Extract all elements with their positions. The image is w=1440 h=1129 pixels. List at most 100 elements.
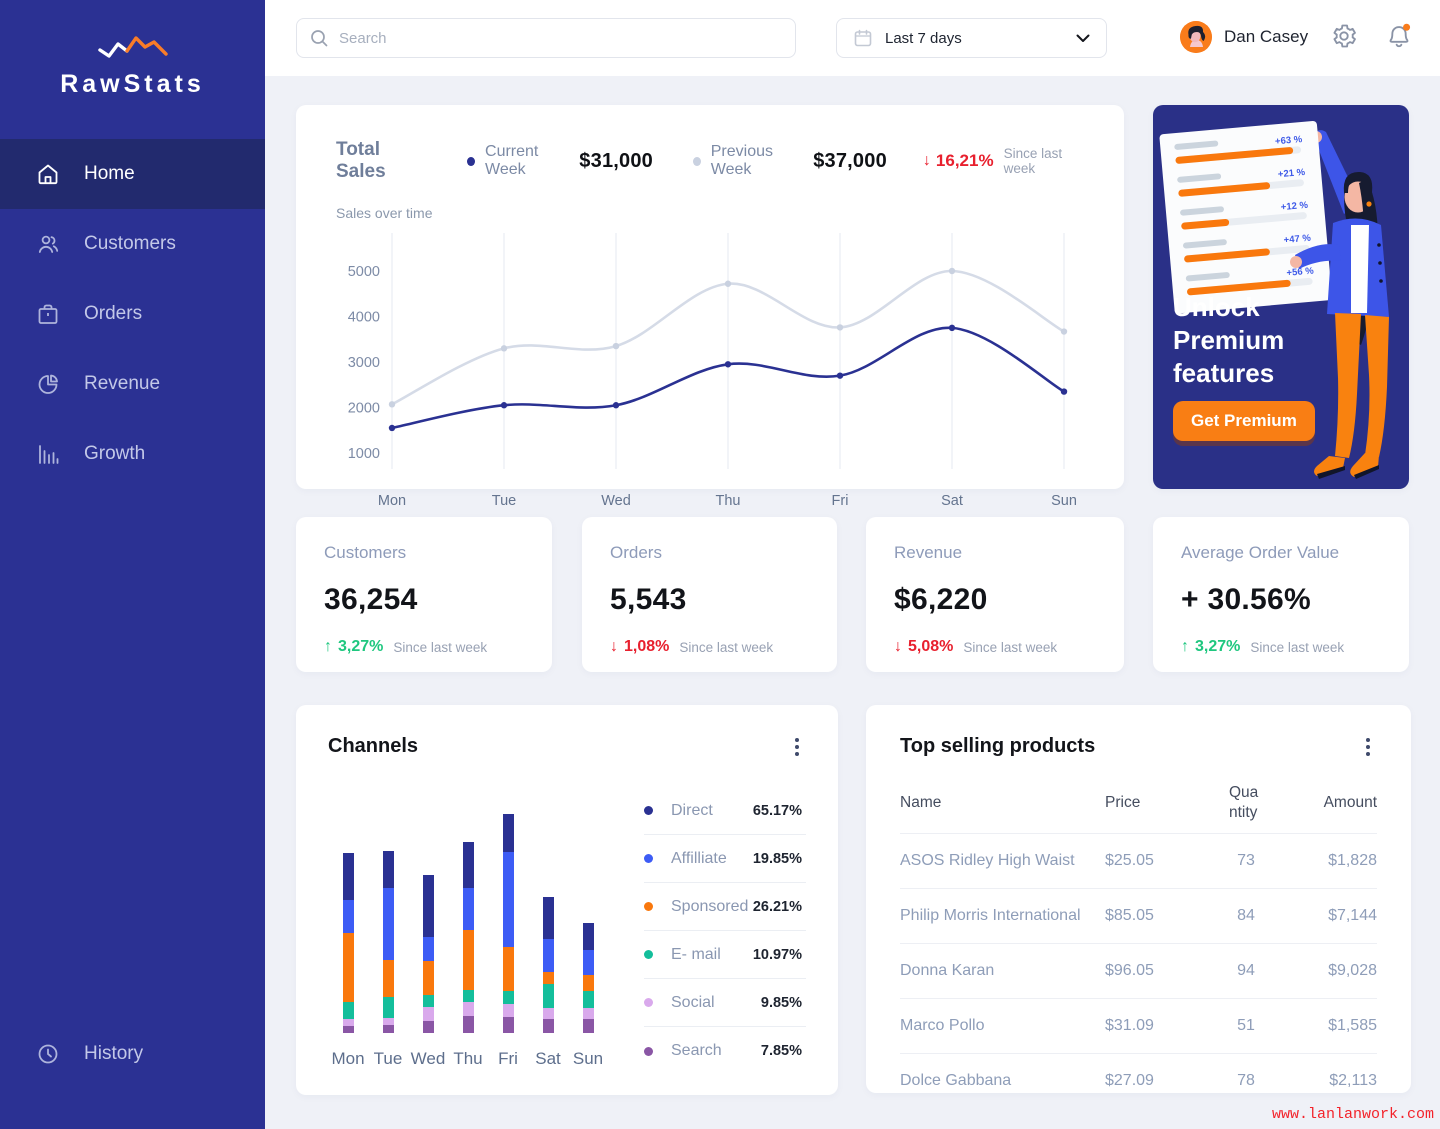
bar-segment-social [502,1004,514,1017]
product-amount: $1,828 [1282,833,1377,890]
legend-dot [644,806,653,815]
customers-icon [36,232,60,256]
bar-segment-direct [422,875,434,937]
kebab-menu-icon[interactable] [1359,735,1377,759]
premium-title: Unlock Premium features [1173,292,1285,388]
legend-label: Social [671,993,715,1011]
date-range-select[interactable]: Last 7 days [836,18,1107,58]
x-tick-label: Tue [492,493,516,509]
current-week-dot [467,156,476,166]
bar-segment-direct [582,923,594,950]
bar-segment-search [342,1026,354,1033]
average-order-value-stat-card: Average Order Value + 30.56% ↑ 3,27% Sin… [1153,517,1409,672]
stat-caption: Since last week [679,639,774,655]
arrow-down-icon: ↓ [894,638,902,655]
x-tick-label: Fri [832,493,849,509]
bar-segment-social [462,1002,474,1016]
user-menu[interactable]: Dan Casey [1180,21,1308,53]
bar-day-label: Fri [498,1049,518,1068]
stat-title: Average Order Value [1181,543,1340,562]
watermark: www.lanlanwork.com [1271,1106,1434,1123]
data-point [500,345,508,352]
total-sales-card: Total Sales Current Week $31,000 Previou… [296,105,1124,509]
sales-delta-value: 16,21% [935,151,994,170]
premium-card: +63 % +21 % +12 % +47 % +56 % [1153,105,1409,489]
bar-segment-sponsored [462,930,474,990]
notifications-button[interactable] [1385,22,1413,50]
sidebar-item-orders[interactable]: Orders [0,279,265,349]
x-tick-label: Sun [1051,493,1077,509]
board-value: +12 % [1280,200,1309,213]
bar-segment-e-mail [422,995,434,1007]
table-row: Dolce Gabbana $27.09 78 $2,113 [900,1054,1377,1109]
data-point [1060,388,1068,395]
avatar [1180,21,1212,53]
legend-percent: 9.85% [760,994,802,1011]
bar-segment-sponsored [422,961,434,995]
sidebar-item-customers[interactable]: Customers [0,209,265,279]
channels-legend: Direct 65.17% Affilliate 19.85% Sponsored 26.… [644,787,806,1075]
user-name: Dan Casey [1224,27,1309,46]
search-input[interactable] [339,29,783,47]
board-value: +63 % [1275,134,1304,147]
bar-segment-affilliate [382,888,394,960]
bar-segment-search [382,1025,394,1033]
legend-percent: 26.21% [752,898,802,915]
topbar: Last 7 days Dan Casey [265,0,1440,76]
settings-button[interactable] [1330,22,1358,50]
bar-segment-e-mail [342,1002,354,1019]
previous-week-dot [693,156,701,166]
bar-segment-social [582,1008,594,1019]
legend-item-direct: Direct 65.17% [644,787,806,835]
bar-column [408,783,448,1033]
app-title: RawStats [60,70,205,98]
legend-percent: 7.85% [760,1043,802,1059]
stat-title: Revenue [894,543,963,562]
product-quantity: 78 [1237,1072,1255,1090]
bar-segment-direct [462,842,474,888]
stat-value: 36,254 [324,583,418,616]
sidebar-item-history[interactable]: History [0,1019,265,1089]
get-premium-button[interactable]: Get Premium [1173,401,1315,441]
product-price: $25.05 [1105,833,1210,890]
kebab-menu-icon[interactable] [788,735,806,759]
product-name: ASOS Ridley High Waist [900,833,1105,890]
legend-dot [644,1046,653,1056]
arrow-down-icon: ↓ [610,638,618,655]
bar-segment-sponsored [382,960,394,997]
legend-item-e-mail: E- mail 10.97% [644,931,806,979]
data-point [500,402,508,409]
stat-value: $6,220 [894,583,988,616]
legend-item-social: Social 9.85% [644,979,806,1027]
bar-segment-affilliate [422,937,434,961]
data-point [948,324,956,332]
legend-dot [644,950,653,959]
date-range-value: Last 7 days [885,29,962,47]
product-amount: $1,585 [1282,998,1377,1055]
legend-label: E- mail [671,945,721,963]
sidebar-item-growth[interactable]: Growth [0,419,265,489]
sidebar-item-home[interactable]: Home [0,139,265,209]
legend-dot [644,902,653,911]
board-value: +56 % [1286,265,1315,278]
bar-segment-e-mail [582,991,594,1008]
top-selling-products-card: Top selling products Name Price Quantity Am… [866,705,1411,1093]
y-tick-label: 5000 [348,264,380,280]
data-point [1060,328,1068,335]
channels-title: Channels [328,735,419,757]
sales-chart-subtitle: Sales over time [336,205,433,221]
clock-icon [36,1042,60,1066]
bar-day-label: Sun [572,1049,604,1068]
stat-delta: 1,08% [624,638,670,655]
product-name: Dolce Gabbana [900,1072,1012,1090]
column-header-name: Name [900,777,1105,835]
bar-segment-social [342,1019,354,1026]
bar-day-label: Wed [410,1049,446,1068]
data-point [724,280,732,287]
notification-dot [1403,23,1411,31]
sidebar-item-revenue[interactable]: Revenue [0,349,265,419]
product-name: Philip Morris International [900,888,1105,945]
legend-item-affilliate: Affilliate 19.85% [644,835,806,883]
bar-segment-search [422,1021,434,1033]
premium-board: +63 % +21 % +12 % +47 % +56 % [1159,120,1332,314]
